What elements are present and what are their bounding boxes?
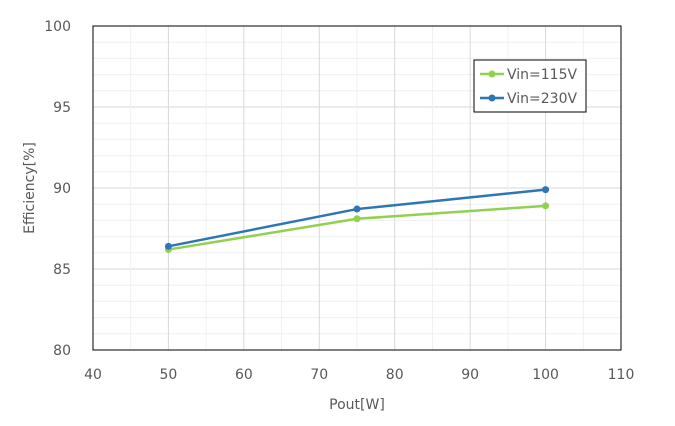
y-axis-label: Efficiency[%]	[22, 142, 38, 234]
x-tick-label: 100	[532, 367, 559, 383]
data-point	[353, 205, 361, 213]
y-tick-label: 80	[53, 343, 71, 359]
y-tick-label: 95	[53, 100, 71, 116]
x-tick-label: 60	[235, 367, 253, 383]
legend-label: Vin=230V	[507, 91, 577, 107]
data-point	[164, 242, 172, 250]
legend-marker	[488, 94, 496, 102]
y-tick-label: 85	[53, 262, 71, 278]
series-group	[164, 186, 550, 254]
y-tick-label: 90	[53, 181, 71, 197]
x-tick-label: 80	[386, 367, 404, 383]
y-tick-label: 100	[44, 19, 71, 35]
x-tick-label: 110	[608, 367, 635, 383]
x-axis-label: Pout[W]	[329, 397, 385, 413]
legend-marker	[488, 70, 496, 78]
x-tick-label: 90	[461, 367, 479, 383]
x-tick-labels: 40 50 60 70 80 90 100 110	[84, 367, 634, 383]
x-tick-label: 50	[160, 367, 178, 383]
legend: Vin=115V Vin=230V	[473, 59, 587, 113]
data-point	[542, 186, 550, 194]
x-tick-label: 70	[310, 367, 328, 383]
legend-label: Vin=115V	[507, 67, 577, 83]
grid	[93, 26, 621, 350]
data-point	[542, 202, 550, 210]
x-tick-label: 40	[84, 367, 102, 383]
y-tick-labels: 80 85 90 95 100	[44, 19, 71, 359]
data-point	[353, 215, 361, 223]
plot-area-border	[92, 25, 622, 351]
legend-box	[473, 59, 587, 113]
